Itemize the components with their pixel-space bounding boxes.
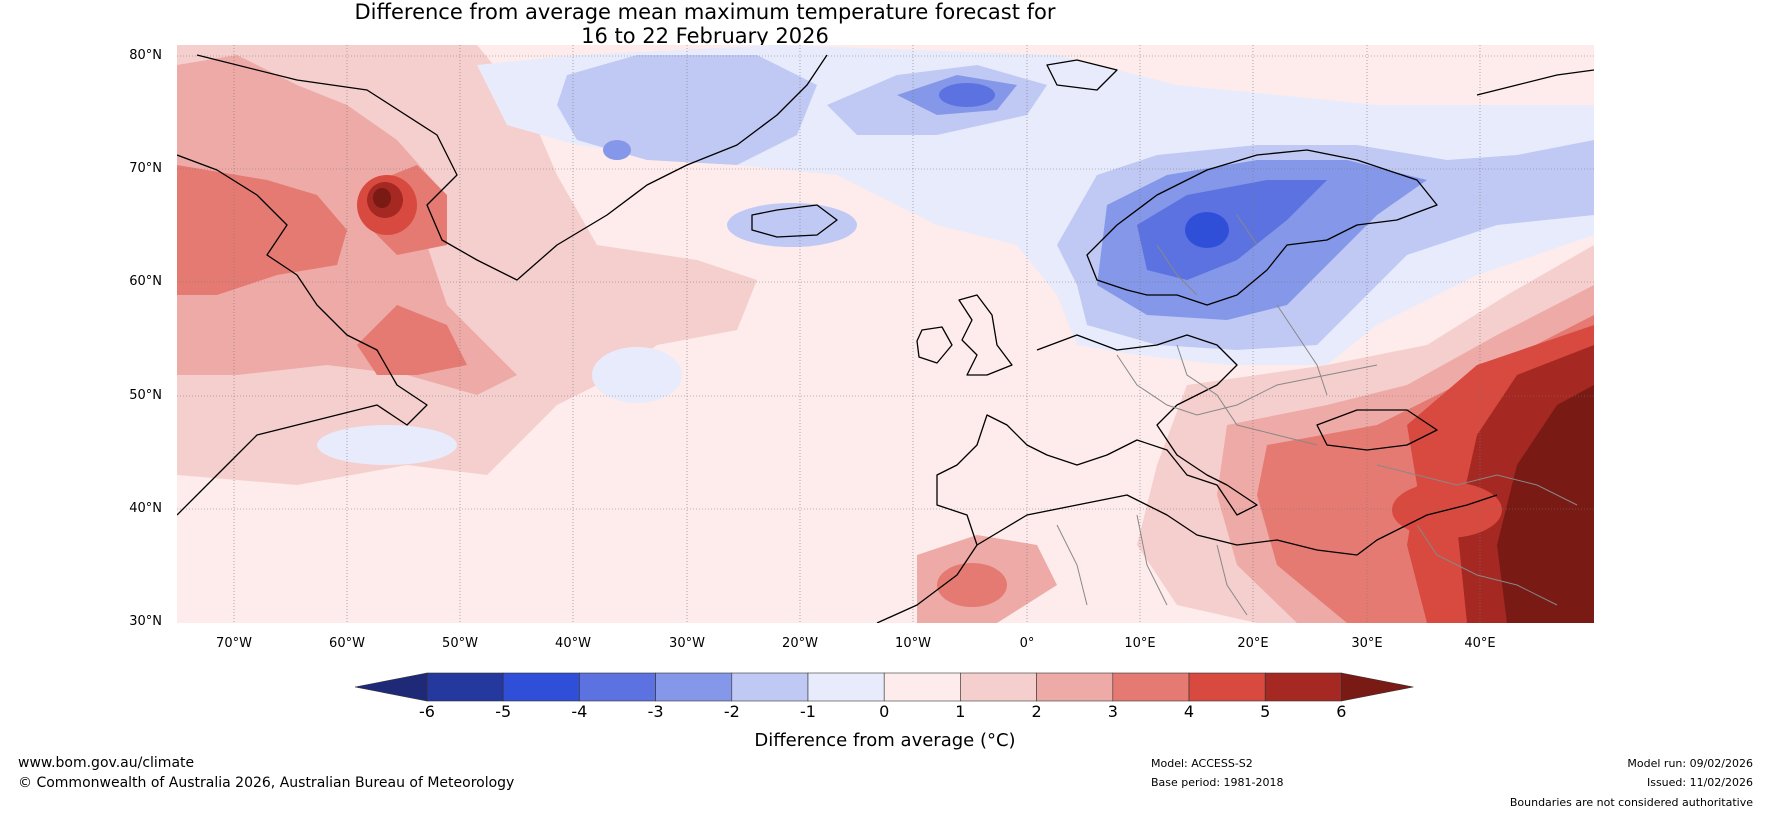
coastline-mediterranean-south <box>976 494 1498 556</box>
coastline-iceland <box>751 204 838 238</box>
anomaly-region-cool-scandinavia-3 <box>1137 180 1327 280</box>
model-text: Model: ACCESS-S2 <box>1151 757 1253 770</box>
anomaly-region-warm-west-3 <box>177 165 347 295</box>
colorbar-segment <box>655 672 733 702</box>
latitude-label-40n: 40°N <box>129 501 162 516</box>
longitude-label-10w: 10°W <box>895 636 931 651</box>
issued-text: Issued: 11/02/2026 <box>1646 776 1753 789</box>
colorbar-tick-label: -3 <box>647 702 664 721</box>
longitude-label-60w: 60°W <box>329 636 365 651</box>
anomaly-region-warm-greenland-peak <box>373 188 391 208</box>
colorbar-tick-label: -2 <box>723 702 740 721</box>
coastline-novaya <box>1476 69 1594 96</box>
colorbar-segment <box>731 672 809 702</box>
coastline-scandinavia <box>1086 149 1438 306</box>
longitude-label-40w: 40°W <box>555 636 591 651</box>
colorbar-under-arrow <box>354 672 428 702</box>
anomaly-region-cool-atlantic <box>557 55 817 165</box>
anomaly-region-warm-west-5 <box>357 305 467 375</box>
colorbar-tick-label: -4 <box>571 702 588 721</box>
border-lines-1 <box>1116 354 1378 416</box>
latitude-label-80n: 80°N <box>129 48 162 63</box>
coastlines <box>177 54 1594 623</box>
colorbar-tick-label: -1 <box>800 702 816 721</box>
colorbar-segment <box>502 672 580 702</box>
colorbar-segment <box>1188 672 1266 702</box>
colorbar-tick-label: -5 <box>495 702 512 721</box>
base-period-text: Base period: 1981-2018 <box>1151 776 1284 789</box>
anomaly-region-cool-iceland <box>727 203 857 247</box>
anomaly-region-cool-small <box>603 140 631 160</box>
colorbar-segment <box>1036 672 1114 702</box>
colorbar-tick-label: 4 <box>1183 702 1195 721</box>
border-lines-4 <box>1156 214 1258 296</box>
border-lines-5 <box>1376 464 1578 506</box>
coastline-britain <box>958 294 1013 376</box>
latitude-label-50n: 50°N <box>129 388 162 403</box>
temperature-anomaly-map <box>177 45 1594 623</box>
latitude-label-60n: 60°N <box>129 274 162 289</box>
title-line-2: 16 to 22 February 2026 <box>581 24 829 48</box>
map-title: Difference from average mean maximum tem… <box>0 0 1410 48</box>
coastline-ireland <box>916 326 953 364</box>
anomaly-region-cool-svalbard-core <box>939 83 995 107</box>
longitude-label-30e: 30°E <box>1351 636 1383 651</box>
coastline-greenland <box>196 54 828 281</box>
longitude-label-20w: 20°W <box>782 636 818 651</box>
colorbar-segment <box>579 672 656 702</box>
anomaly-region-cool-sw <box>317 425 457 465</box>
longitude-label-0: 0° <box>1019 636 1035 651</box>
border-lines-3 <box>1276 304 1328 396</box>
border-lines-6 <box>1416 524 1558 606</box>
colorbar-tick-label: 6 <box>1336 702 1347 721</box>
anomaly-region-cool-scandinavia-core <box>1185 212 1229 248</box>
title-line-1: Difference from average mean maximum tem… <box>354 0 1056 24</box>
colorbar-tick-label: 3 <box>1107 702 1118 721</box>
colorbar-tick-label: -6 <box>419 702 435 721</box>
coastline-black-sea <box>1316 409 1438 451</box>
model-run-text: Model run: 09/02/2026 <box>1627 757 1753 770</box>
longitude-label-20e: 20°E <box>1237 636 1269 651</box>
longitude-label-10e: 10°E <box>1124 636 1156 651</box>
colorbar-segment <box>807 672 885 702</box>
colorbar-label: Difference from average (°C) <box>754 730 1016 751</box>
longitude-label-30w: 30°W <box>669 636 705 651</box>
colorbar-segment <box>1112 672 1190 702</box>
colorbar-over-arrow <box>1341 672 1414 702</box>
coastline-svalbard <box>1046 59 1118 91</box>
borders <box>1056 214 1578 616</box>
colorbar-segment <box>883 672 961 702</box>
colorbar-segment <box>1264 672 1342 702</box>
colorbar-tick-label: 0 <box>879 702 890 721</box>
anomaly-region-warm-africa-core <box>937 563 1007 607</box>
longitude-label-40e: 40°E <box>1464 636 1496 651</box>
longitude-label-50w: 50°W <box>442 636 478 651</box>
coastline-canada <box>177 154 428 516</box>
anomaly-region-warm-east-6 <box>1497 385 1594 623</box>
graticule <box>177 45 1594 623</box>
colorbar-tick-label: 1 <box>955 702 966 721</box>
colorbar-tick-label: 2 <box>1031 702 1042 721</box>
website-link[interactable]: www.bom.gov.au/climate <box>18 755 195 771</box>
latitude-label-70n: 70°N <box>129 161 162 176</box>
coastline-europe <box>876 334 1258 623</box>
colorbar-segment <box>960 672 1037 702</box>
disclaimer-text: Boundaries are not considered authoritat… <box>1509 796 1753 809</box>
border-lines-7 <box>1056 514 1248 616</box>
latitude-label-30n: 30°N <box>129 614 162 629</box>
copyright-text: © Commonwealth of Australia 2026, Austra… <box>18 775 515 791</box>
colorbar-tick-label: 5 <box>1260 702 1271 721</box>
anomaly-region-cool-mid <box>592 347 682 403</box>
border-lines-2 <box>1176 344 1318 446</box>
longitude-label-70w: 70°W <box>216 636 252 651</box>
colorbar-segment <box>426 672 504 702</box>
